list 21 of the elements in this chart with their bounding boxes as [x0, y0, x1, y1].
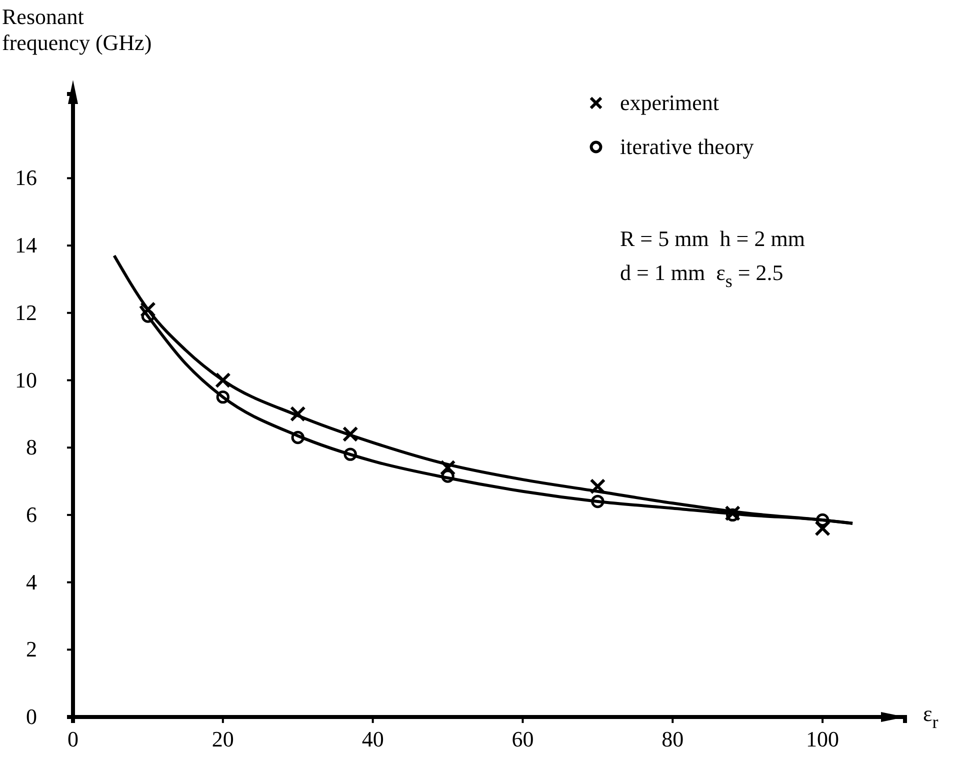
x-tick-label: 100 [806, 726, 840, 752]
y-tick-label: 4 [26, 569, 37, 594]
annotation: R = 5 mm h = 2 mm [620, 226, 805, 251]
x-tick-label: 0 [68, 726, 78, 752]
y-tick-label: 10 [15, 367, 37, 392]
legend-label: iterative theory [620, 134, 754, 159]
y-tick-label: 16 [15, 165, 37, 190]
x-tick-label: 40 [362, 726, 384, 752]
x-tick-label: 80 [662, 726, 684, 752]
y-tick-label: 8 [26, 434, 37, 460]
y-tick-label: 6 [26, 502, 37, 527]
y-tick-label: 14 [15, 232, 37, 258]
legend-label: experiment [620, 90, 719, 115]
y-axis-title: Resonant frequency (GHz) [2, 4, 152, 55]
y-tick-label: 2 [26, 636, 37, 662]
y-tick-label: 0 [26, 704, 37, 730]
annotation: d = 1 mm ε$_{s}$ = 2.5 [620, 260, 784, 292]
x-axis-title: ε$_{r}$ [923, 701, 938, 732]
y-tick-label: 12 [15, 300, 37, 325]
x-tick-label: 20 [212, 726, 234, 752]
x-tick-label: 60 [512, 726, 534, 752]
